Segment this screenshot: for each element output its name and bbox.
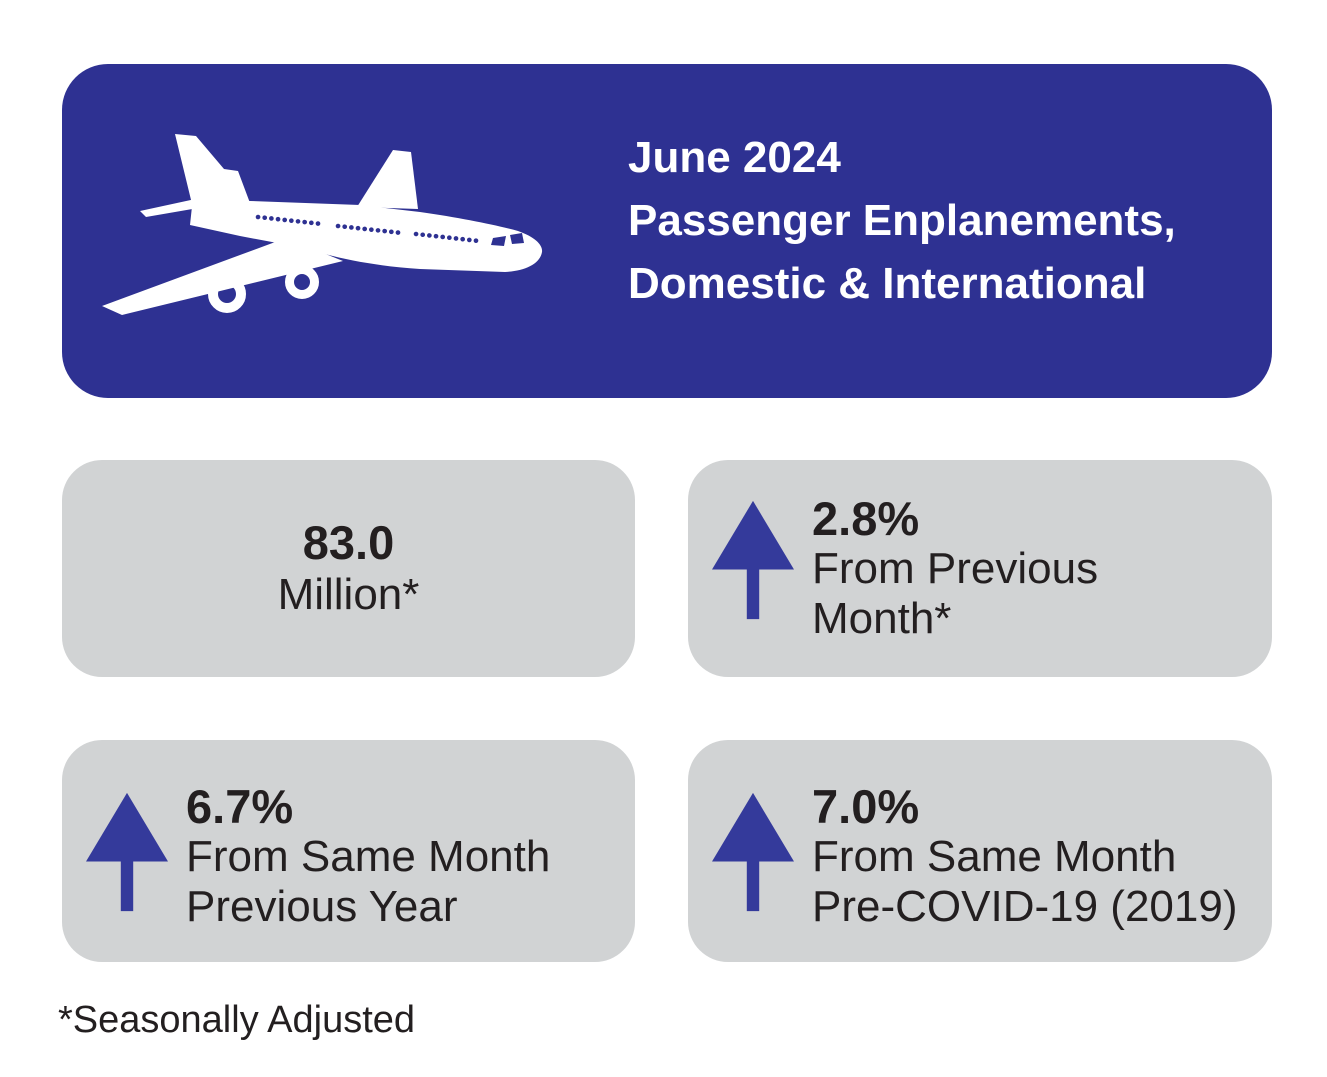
footnote: *Seasonally Adjusted — [58, 999, 416, 1041]
stat-card-previous-year: 6.7% From Same Month Previous Year — [62, 740, 635, 962]
airplane-icon — [102, 134, 543, 315]
stat-card-previous-month: 2.8% From Previous Month* — [688, 460, 1272, 677]
title-line-1: June 2024 — [628, 133, 841, 182]
stat-description-line: Month* — [812, 594, 952, 643]
stat-value: 83.0 — [302, 515, 395, 569]
stat-value: 6.7% — [186, 780, 294, 833]
header-banner: June 2024 Passenger Enplanements, Domest… — [62, 64, 1272, 398]
stat-text-block: 6.7% From Same Month Previous Year — [186, 782, 550, 932]
stat-description-line: Pre-COVID-19 (2019) — [812, 882, 1238, 931]
page-title: June 2024 Passenger Enplanements, Domest… — [628, 126, 1176, 315]
up-arrow-icon — [712, 500, 794, 620]
up-arrow-icon — [712, 792, 794, 912]
stat-unit-label: Million* — [277, 569, 420, 619]
stat-value: 2.8% — [812, 492, 920, 545]
stat-description-line: From Same Month — [812, 832, 1177, 881]
stat-description-line: From Same Month — [186, 832, 551, 881]
stat-text-block: 2.8% From Previous Month* — [812, 494, 1098, 644]
stat-card-total-enplanements: 83.0 Million* — [62, 460, 635, 677]
up-arrow-icon — [86, 792, 168, 912]
stat-value: 7.0% — [812, 780, 920, 833]
title-line-3: Domestic & International — [628, 259, 1147, 308]
title-line-2: Passenger Enplanements, — [628, 196, 1176, 245]
stat-text-block: 7.0% From Same Month Pre-COVID-19 (2019) — [812, 782, 1237, 932]
stat-card-pre-covid: 7.0% From Same Month Pre-COVID-19 (2019) — [688, 740, 1272, 962]
stat-description-line: Previous Year — [186, 882, 458, 931]
stat-description-line: From Previous — [812, 544, 1099, 593]
